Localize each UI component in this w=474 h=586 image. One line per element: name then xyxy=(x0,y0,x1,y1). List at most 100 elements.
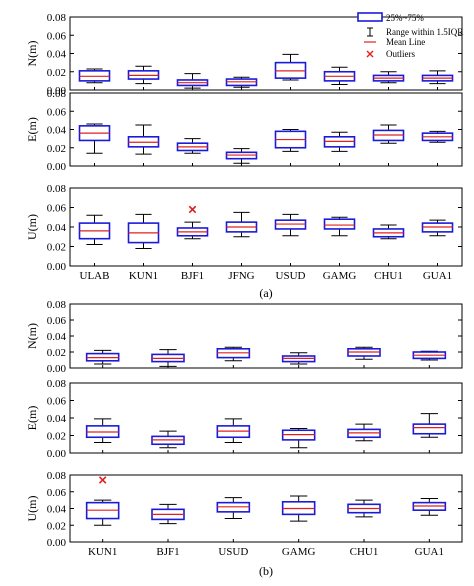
y-tick-label: 0.02 xyxy=(47,242,66,254)
y-tick-label: 0.08 xyxy=(47,12,67,24)
x-tick-label: ULAB xyxy=(80,270,110,282)
x-tick-label: GUA1 xyxy=(423,270,452,282)
box-gamg xyxy=(323,131,356,152)
y-axis-label: E(m) xyxy=(25,117,39,142)
y-tick-label: 0.06 xyxy=(47,30,67,42)
box-bjf1 xyxy=(176,205,209,240)
box-usud xyxy=(274,129,307,152)
y-tick-label: 0.00 xyxy=(47,537,67,549)
panel-nm-2: 0.00 0.02 0.04 0.06 0.08 N(m) xyxy=(25,299,463,375)
y-tick-label: 0.08 xyxy=(47,378,67,390)
box-gua1 xyxy=(421,219,454,237)
legend-label: Outliers xyxy=(386,49,415,59)
box-gamg xyxy=(323,66,356,86)
box-bjf1 xyxy=(176,73,209,89)
box-gua1 xyxy=(412,350,447,361)
legend-label: Range within 1.5IQR xyxy=(386,27,463,37)
box-gua1 xyxy=(421,130,454,143)
box-chu1 xyxy=(372,71,405,84)
y-tick-label: 0.08 xyxy=(47,470,67,482)
plot-frame xyxy=(69,303,463,369)
y-tick-label: 0.06 xyxy=(47,106,67,118)
y-tick-label: 0.04 xyxy=(47,222,67,234)
box-gua1 xyxy=(421,70,454,85)
box-kun1 xyxy=(127,65,160,85)
panel-em-1: 0.00 0.02 0.04 0.06 0.08 E(m) xyxy=(25,88,463,173)
panel-um-1: 0.00 0.02 0.04 0.06 0.08 U(m) xyxy=(25,183,463,273)
box-ulab xyxy=(78,214,111,246)
x-tick-label: BJF1 xyxy=(181,270,204,282)
y-tick-label: 0.00 xyxy=(47,261,67,273)
box-gamg xyxy=(323,216,356,237)
y-tick-label: 0.08 xyxy=(47,183,67,195)
panel-em-2: 0.00 0.02 0.04 0.06 0.08 E(m) xyxy=(25,378,463,460)
x-tick-label: CHU1 xyxy=(350,546,379,558)
box-chu1 xyxy=(372,224,405,240)
box-gamg xyxy=(281,495,316,522)
y-tick-label: 0.02 xyxy=(47,143,66,155)
outlier-stroke xyxy=(98,476,107,484)
box-ulab xyxy=(78,123,111,154)
box-jfng xyxy=(225,76,258,88)
y-tick-label: 0.06 xyxy=(47,203,67,215)
x-tick-label: BJF1 xyxy=(156,546,179,558)
y-tick-label: 0.04 xyxy=(47,331,67,343)
y-tick-label: 0.02 xyxy=(47,431,66,443)
subplot-label: (a) xyxy=(259,286,272,300)
x-tick-label: GAMG xyxy=(323,270,357,282)
y-tick-label: 0.06 xyxy=(47,396,67,408)
y-tick-label: 0.02 xyxy=(47,520,66,532)
y-tick-label: 0.00 xyxy=(47,363,67,375)
legend-outlier-swatch xyxy=(366,50,374,58)
x-tick-label: GAMG xyxy=(282,546,316,558)
box-usud xyxy=(216,346,251,362)
box-kun1 xyxy=(127,124,160,155)
y-tick-label: 0.00 xyxy=(47,448,67,460)
box-chu1 xyxy=(372,124,405,144)
box-ulab xyxy=(78,68,111,84)
box-jfng xyxy=(225,211,258,238)
legend-label: 25%~75% xyxy=(386,13,424,23)
y-tick-label: 0.04 xyxy=(47,125,67,137)
x-tick-label: USUD xyxy=(218,546,248,558)
box-gamg xyxy=(281,352,316,365)
panel-nm-1: 0.00 0.02 0.04 0.06 0.08 N(m) xyxy=(25,12,463,97)
box-gua1 xyxy=(412,413,447,438)
box-bjf1 xyxy=(151,430,185,449)
box-kun1 xyxy=(127,213,160,249)
y-tick-label: 0.06 xyxy=(47,315,67,327)
y-tick-label: 0.02 xyxy=(47,347,66,359)
legend-label: Mean Line xyxy=(386,37,425,47)
box-bjf1 xyxy=(151,503,185,525)
box-chu1 xyxy=(347,346,381,360)
box-usud xyxy=(216,418,251,443)
y-axis-label: N(m) xyxy=(25,41,39,67)
y-tick-label: 0.02 xyxy=(47,67,66,79)
outlier-marker xyxy=(98,476,107,484)
y-axis-label: N(m) xyxy=(25,323,39,349)
box-bjf1 xyxy=(151,349,185,367)
x-tick-label: KUN1 xyxy=(129,270,158,282)
box-usud xyxy=(274,53,307,81)
x-tick-label: USUD xyxy=(276,270,306,282)
box-chu1 xyxy=(347,499,381,518)
y-axis-label: U(m) xyxy=(25,214,39,240)
x-tick-label: KUN1 xyxy=(88,546,117,558)
box-gamg xyxy=(281,428,316,449)
y-tick-label: 0.00 xyxy=(47,161,67,173)
y-tick-label: 0.06 xyxy=(47,487,67,499)
y-tick-label: 0.08 xyxy=(47,88,67,100)
box-usud xyxy=(216,497,251,520)
outlier-stroke xyxy=(188,205,197,214)
box-usud xyxy=(274,213,307,237)
legend-box-swatch xyxy=(357,12,383,22)
x-tick-label: CHU1 xyxy=(374,270,403,282)
box-bjf1 xyxy=(176,138,209,154)
x-tick-label: GUA1 xyxy=(415,546,444,558)
subplot-label: (b) xyxy=(259,564,273,578)
box-kun1 xyxy=(85,476,120,526)
y-axis-label: U(m) xyxy=(25,496,39,522)
outlier-marker xyxy=(188,205,197,214)
plot-frame xyxy=(69,92,463,167)
box-jfng xyxy=(225,148,258,164)
